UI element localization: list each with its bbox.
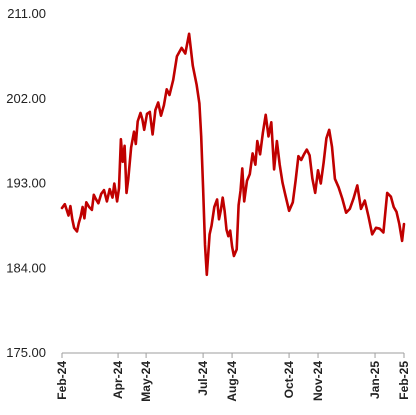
x-tick-label: Feb-24 <box>55 361 69 400</box>
x-tick-label: Jul-24 <box>196 361 210 396</box>
x-axis-ticks <box>61 353 405 358</box>
y-tick-label: 211.00 <box>7 6 46 21</box>
y-tick-label: 175.00 <box>6 345 46 360</box>
y-tick-label: 184.00 <box>6 260 46 275</box>
x-tick-label: Aug-24 <box>225 361 239 402</box>
y-tick-label: 202.00 <box>6 91 46 106</box>
x-tick-label: Apr-24 <box>111 361 125 399</box>
x-axis-tick-labels: Feb-24 Apr-24 May-24 Jul-24 Aug-24 Oct-24 Nov-… <box>55 361 411 402</box>
x-tick-label: Nov-24 <box>311 361 325 401</box>
x-tick-label: May-24 <box>139 361 153 402</box>
y-axis-tick-labels: 175.00 184.00 193.00 202.00 211.00 <box>6 6 46 360</box>
x-tick-label: Feb-25 <box>397 361 411 400</box>
price-series-line <box>60 32 406 277</box>
x-tick-label: Jan-25 <box>368 361 382 399</box>
x-tick-label: Oct-24 <box>282 361 296 399</box>
y-tick-label: 193.00 <box>6 176 46 191</box>
